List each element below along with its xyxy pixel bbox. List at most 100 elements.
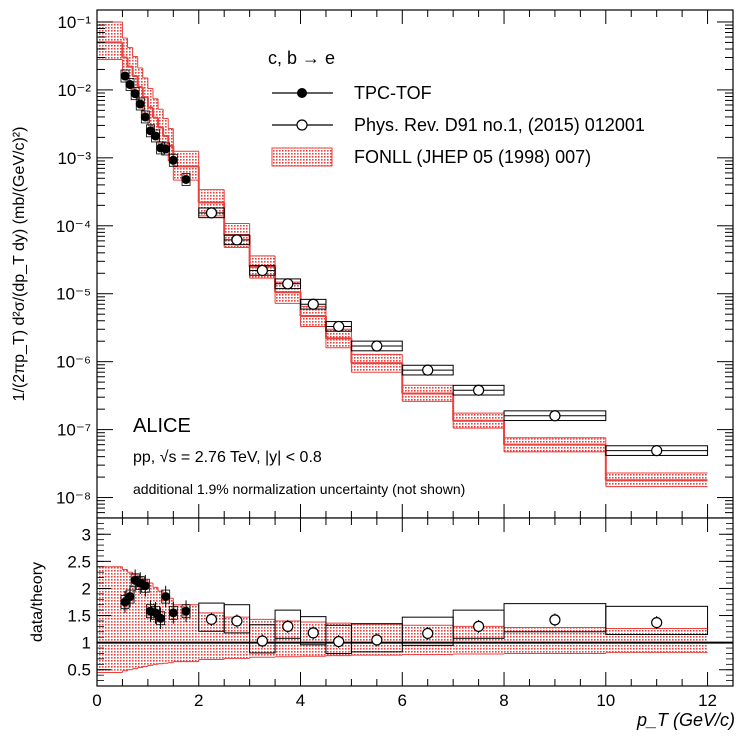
y-tick-label: 10⁻⁶ <box>56 353 91 372</box>
fonll-band-top <box>97 21 708 488</box>
y-tick-label: 10⁻⁵ <box>56 285 91 304</box>
x-axis-ratio: 0 2 4 6 8 10 12 <box>92 518 734 710</box>
legend-label-tpc-tof: TPC-TOF <box>354 83 432 103</box>
tpc-tof-point <box>135 99 145 109</box>
legend: c, b → e TPC-TOF Phys. Rev. D91 no.1, (2… <box>268 48 645 167</box>
fonll-ratio-bin <box>137 577 143 668</box>
fonll-ratio-bin <box>147 583 153 666</box>
y-tick-label: 10⁻¹ <box>57 13 91 32</box>
x-tick-label: 0 <box>92 691 101 710</box>
data-points-ratio <box>120 569 663 649</box>
prd-point <box>231 234 243 246</box>
prd-ratio-point <box>256 635 268 647</box>
prd-ratio-point <box>422 627 434 640</box>
x-tick-label: 12 <box>698 691 717 710</box>
experiment-label: ALICE <box>133 415 191 437</box>
prd-point <box>333 320 345 333</box>
legend-fonll-swatch <box>271 147 333 167</box>
fonll-ratio-bin <box>142 580 148 667</box>
ratio-y-tick-label: 2.5 <box>67 552 91 571</box>
legend-label-prd: Phys. Rev. D91 no.1, (2015) 012001 <box>354 115 645 135</box>
y-tick-label: 10⁻⁸ <box>56 489 91 508</box>
x-tick-label: 6 <box>398 691 407 710</box>
tpc-tof-ratio-point <box>161 592 171 602</box>
legend-tpc-tof-marker <box>297 88 307 98</box>
tpc-tof-ratio-point <box>181 606 191 616</box>
fonll-ratio-bin <box>152 587 159 665</box>
systematic-box-ratio <box>223 604 251 634</box>
ratio-y-tick-label: 1.5 <box>67 607 91 626</box>
fonll-ratio-bin <box>122 569 128 671</box>
prd-point <box>651 445 663 457</box>
fonll-ratio-bin <box>605 628 708 653</box>
tpc-tof-ratio-point <box>156 613 166 623</box>
prd-point <box>307 298 319 310</box>
prd-point <box>422 364 434 376</box>
ratio-y-tick-label: 1 <box>82 634 91 653</box>
fonll-ratio-bin <box>127 572 133 670</box>
tpc-tof-point <box>140 112 150 122</box>
legend-prd-marker <box>296 119 308 131</box>
x-tick-label: 10 <box>596 691 615 710</box>
ratio-y-tick-label: 3 <box>82 525 91 544</box>
normalization-note: additional 1.9% normalization uncertaint… <box>133 481 465 497</box>
tpc-tof-ratio-point <box>140 581 150 591</box>
systematic-box-ratio <box>605 605 709 636</box>
legend-label-fonll: FONLL (JHEP 05 (1998) 007) <box>354 147 591 167</box>
x-tick-label: 4 <box>296 691 305 710</box>
x-axis-label: p_T (GeV/c) <box>636 710 735 730</box>
data-points-top <box>120 71 708 457</box>
tpc-tof-ratio-point <box>168 608 178 618</box>
x-axis-top <box>96 10 734 518</box>
prd-ratio-point <box>205 613 218 625</box>
ratio-y-tick-label: 2 <box>82 579 91 598</box>
prd-ratio-point <box>473 620 485 632</box>
prd-point <box>473 384 485 396</box>
systematic-box-ratio <box>249 624 276 654</box>
fonll-ratio-bin <box>132 574 138 669</box>
tpc-tof-point <box>125 80 135 90</box>
prd-ratio-point <box>371 634 383 646</box>
fonll-ratio-bin <box>168 598 174 663</box>
prd-point <box>205 207 218 219</box>
y-tick-label: 10⁻³ <box>57 149 91 168</box>
tpc-tof-point <box>181 175 191 185</box>
fonll-band-bin <box>152 98 159 135</box>
ratio-y-tick-label: 0.5 <box>67 661 91 680</box>
spectrum-panel: 10⁻⁸ 10⁻⁷ 10⁻⁶ 10⁻⁵ 10⁻⁴ 10⁻³ 10⁻² 10⁻¹ 1/(2πp_… <box>11 9 734 519</box>
y-tick-label: 10⁻⁴ <box>56 217 91 236</box>
tpc-tof-ratio-point <box>125 592 135 602</box>
prd-ratio-point <box>307 627 319 639</box>
tpc-tof-point <box>168 155 178 165</box>
conditions-label: pp, √s = 2.76 TeV, |y| < 0.8 <box>133 449 322 466</box>
y-axis-ratio: 0.5 1 1.5 2 2.5 3 <box>67 523 733 681</box>
prd-ratio-point <box>282 620 294 632</box>
y-axis-label-ratio: data/theory <box>29 562 46 642</box>
tpc-tof-point <box>151 131 161 141</box>
x-tick-label: 2 <box>194 691 203 710</box>
y-axis-label-top: 1/(2πp_T) d²σ/(dp_T dy) (mb/(GeV/c)²) <box>11 127 28 402</box>
y-tick-label: 10⁻² <box>57 81 91 100</box>
fonll-ratio-bin <box>97 566 123 673</box>
prd-point <box>282 278 294 290</box>
ratio-frame <box>96 517 734 687</box>
y-axis-top: 10⁻⁸ 10⁻⁷ 10⁻⁶ 10⁻⁵ 10⁻⁴ 10⁻³ 10⁻² 10⁻¹ <box>56 13 733 514</box>
prd-point <box>256 264 268 277</box>
tpc-tof-point <box>120 71 130 81</box>
tpc-tof-point <box>161 144 171 154</box>
prd-point <box>371 340 383 352</box>
fonll-ratio-bin <box>163 594 169 664</box>
ratio-panel: 0.5 1 1.5 2 2.5 3 0 2 4 6 8 10 12 data/theory p_T (… <box>29 517 735 730</box>
fonll-band-bin <box>97 21 123 60</box>
legend-header: c, b → e <box>268 48 335 68</box>
prd-ratio-point <box>651 616 663 629</box>
prd-ratio-point <box>231 615 243 627</box>
fonll-band-bin <box>168 128 174 161</box>
x-tick-label: 8 <box>499 691 508 710</box>
tpc-tof-point <box>130 89 140 99</box>
prd-point <box>549 410 561 422</box>
prd-ratio-point <box>333 635 345 648</box>
y-tick-label: 10⁻⁷ <box>57 421 91 440</box>
prd-ratio-point <box>549 614 561 626</box>
